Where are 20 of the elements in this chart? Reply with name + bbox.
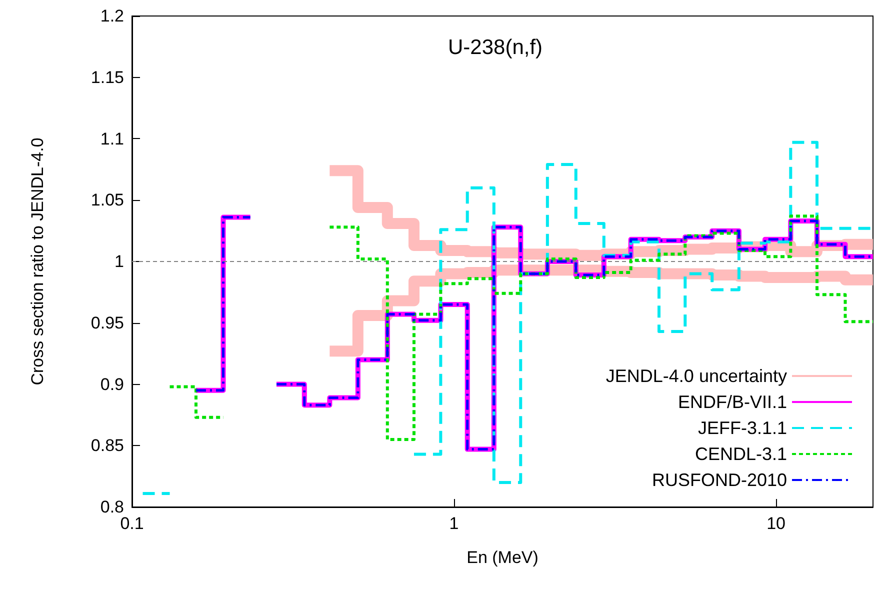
legend-label: ENDF/B-VII.1 [678, 392, 787, 412]
y-tick-label: 1.1 [100, 129, 124, 148]
x-tick-label: 10 [766, 514, 786, 533]
text: U-238(n,f) [448, 36, 543, 59]
y-axis-title: Cross section ratio to JENDL-4.0 [28, 138, 47, 386]
legend-label: JEFF-3.1.1 [698, 418, 787, 438]
legend-label: JENDL-4.0 uncertainty [606, 366, 787, 386]
x-axis-title: En (MeV) [466, 548, 538, 567]
x-tick-label: 1 [449, 514, 459, 533]
y-tick-label: 1 [114, 252, 124, 271]
y-tick-label: 1.15 [90, 68, 124, 87]
legend-label: RUSFOND-2010 [652, 470, 787, 490]
legend-label: CENDL-3.1 [694, 444, 787, 464]
y-tick-label: 1.2 [100, 6, 124, 26]
y-tick-label: 0.95 [90, 313, 124, 332]
y-tick-label: 1.05 [90, 190, 124, 210]
y-tick-label: 0.85 [90, 436, 124, 456]
y-tick-label: 0.8 [100, 498, 124, 516]
y-tick-label: 0.9 [100, 374, 124, 394]
x-tick-label: 0.1 [120, 514, 144, 533]
